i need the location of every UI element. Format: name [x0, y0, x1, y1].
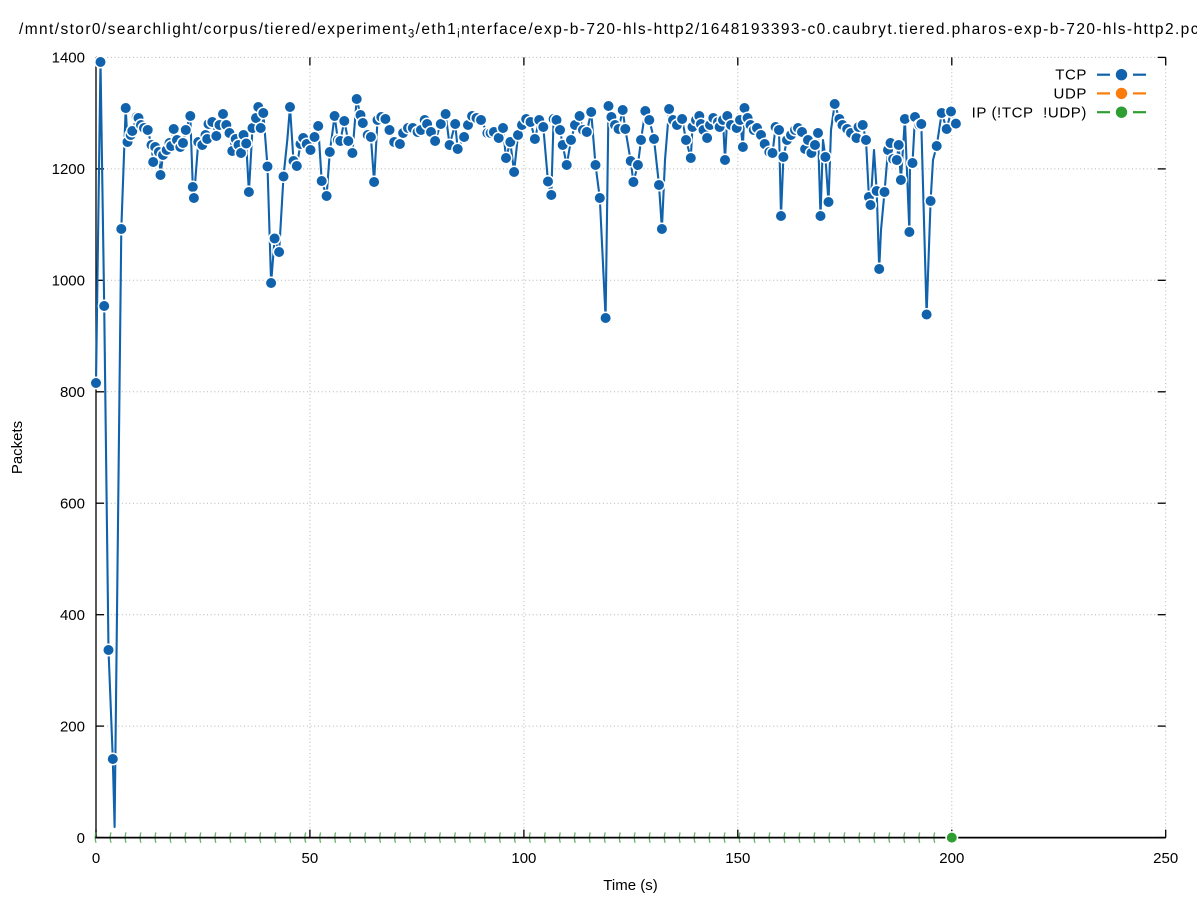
svg-text:200: 200 — [939, 850, 964, 867]
svg-text:200: 200 — [60, 718, 85, 735]
svg-text:1200: 1200 — [52, 161, 85, 178]
svg-text:UDP: UDP — [1054, 86, 1087, 103]
svg-text:150: 150 — [725, 850, 750, 867]
svg-text:100: 100 — [511, 850, 536, 867]
svg-text:400: 400 — [60, 607, 85, 624]
svg-text:/mnt/stor0/searchlight/corpus/: /mnt/stor0/searchlight/corpus/tiered/exp… — [19, 21, 1197, 41]
svg-text:0: 0 — [92, 850, 100, 867]
svg-text:TCP: TCP — [1055, 67, 1087, 84]
svg-text:600: 600 — [60, 495, 85, 512]
svg-text:1000: 1000 — [52, 273, 85, 290]
svg-text:IP (!TCP !UDP): IP (!TCP !UDP) — [972, 105, 1087, 122]
svg-text:50: 50 — [302, 850, 319, 867]
svg-text:800: 800 — [60, 384, 85, 401]
svg-text:1400: 1400 — [52, 50, 85, 67]
svg-text:Time (s): Time (s) — [603, 877, 657, 894]
svg-text:Packets: Packets — [9, 421, 26, 474]
svg-text:250: 250 — [1153, 850, 1178, 867]
svg-text:0: 0 — [77, 830, 85, 847]
